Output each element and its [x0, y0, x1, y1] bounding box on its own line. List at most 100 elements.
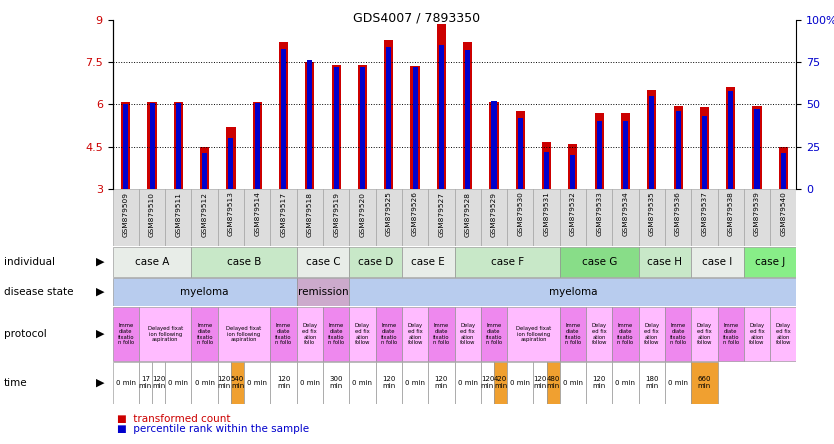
- Bar: [402, 189, 428, 246]
- Bar: [334, 67, 339, 189]
- Bar: [544, 151, 549, 189]
- Bar: [534, 189, 560, 246]
- Text: 180
min: 180 min: [645, 377, 659, 389]
- Text: case A: case A: [135, 257, 169, 267]
- Bar: [560, 307, 586, 361]
- Text: 0 min: 0 min: [247, 380, 267, 386]
- Text: 120
min: 120 min: [592, 377, 605, 389]
- Bar: [428, 189, 455, 246]
- Bar: [113, 278, 297, 306]
- Bar: [149, 103, 154, 189]
- Bar: [349, 307, 375, 361]
- Bar: [218, 189, 244, 246]
- Text: protocol: protocol: [4, 329, 47, 339]
- Text: GSM879512: GSM879512: [202, 192, 208, 237]
- Bar: [623, 121, 628, 189]
- Bar: [570, 155, 575, 189]
- Bar: [639, 362, 665, 404]
- Bar: [439, 45, 444, 189]
- Bar: [560, 362, 586, 404]
- Bar: [639, 307, 665, 361]
- Bar: [297, 307, 323, 361]
- Bar: [244, 362, 270, 404]
- Bar: [507, 362, 534, 404]
- Text: 420
min: 420 min: [494, 377, 507, 389]
- Bar: [568, 144, 577, 189]
- Bar: [349, 278, 796, 306]
- Bar: [323, 189, 349, 246]
- Text: 300
min: 300 min: [329, 377, 343, 389]
- Text: GSM879533: GSM879533: [596, 192, 602, 236]
- Text: 120
min: 120 min: [152, 377, 165, 389]
- Bar: [595, 113, 604, 189]
- Bar: [612, 189, 639, 246]
- Text: 120
min: 120 min: [435, 377, 448, 389]
- Bar: [455, 362, 481, 404]
- Text: GSM879528: GSM879528: [465, 192, 470, 237]
- Bar: [297, 189, 323, 246]
- Text: 480
min: 480 min: [546, 377, 560, 389]
- Bar: [165, 189, 192, 246]
- Text: Imme
diate
fixatio
n follo: Imme diate fixatio n follo: [118, 323, 134, 345]
- Bar: [770, 189, 796, 246]
- Bar: [455, 247, 560, 277]
- Bar: [218, 362, 231, 404]
- Bar: [308, 60, 313, 189]
- Text: GSM879511: GSM879511: [175, 192, 181, 237]
- Text: Delay
ed fix
ation
follow: Delay ed fix ation follow: [407, 323, 423, 345]
- Text: disease state: disease state: [4, 287, 73, 297]
- Text: Imme
diate
fixatio
n follo: Imme diate fixatio n follo: [565, 323, 581, 345]
- Bar: [518, 118, 523, 189]
- Text: case F: case F: [490, 257, 524, 267]
- Bar: [202, 153, 207, 189]
- Text: GSM879520: GSM879520: [359, 192, 365, 237]
- Text: 120
min: 120 min: [382, 377, 395, 389]
- Bar: [402, 362, 428, 404]
- Bar: [113, 362, 139, 404]
- Bar: [192, 307, 218, 361]
- Text: GSM879513: GSM879513: [228, 192, 234, 237]
- Bar: [226, 127, 235, 189]
- Bar: [717, 307, 744, 361]
- Text: case J: case J: [755, 257, 786, 267]
- Bar: [297, 278, 349, 306]
- Bar: [612, 362, 639, 404]
- Bar: [455, 307, 481, 361]
- Bar: [726, 87, 736, 189]
- Text: case E: case E: [411, 257, 445, 267]
- Bar: [200, 147, 209, 189]
- Text: GSM879518: GSM879518: [307, 192, 313, 237]
- Text: 120
min: 120 min: [277, 377, 290, 389]
- Text: 540
min: 540 min: [231, 377, 244, 389]
- Bar: [139, 307, 192, 361]
- Text: ■  transformed count: ■ transformed count: [117, 414, 230, 424]
- Bar: [121, 102, 130, 189]
- Bar: [665, 307, 691, 361]
- Text: Delay
ed fix
ation
follow: Delay ed fix ation follow: [749, 323, 765, 345]
- Bar: [428, 362, 455, 404]
- Text: Imme
diate
fixatio
n follo: Imme diate fixatio n follo: [433, 323, 450, 345]
- Bar: [192, 362, 218, 404]
- Text: GSM879534: GSM879534: [622, 192, 629, 236]
- Bar: [542, 142, 551, 189]
- Bar: [665, 189, 691, 246]
- Bar: [148, 102, 157, 189]
- Bar: [674, 106, 683, 189]
- Text: 0 min: 0 min: [300, 380, 320, 386]
- Bar: [650, 96, 655, 189]
- Bar: [386, 47, 391, 189]
- Text: GSM879517: GSM879517: [280, 192, 287, 237]
- Text: Delay
ed fix
ation
follow: Delay ed fix ation follow: [354, 323, 370, 345]
- Text: 0 min: 0 min: [458, 380, 478, 386]
- Text: GSM879509: GSM879509: [123, 192, 128, 237]
- Text: Delay
ed fix
ation
follo: Delay ed fix ation follo: [302, 323, 318, 345]
- Bar: [515, 111, 525, 189]
- Bar: [152, 362, 165, 404]
- Bar: [691, 189, 717, 246]
- Bar: [744, 307, 770, 361]
- Bar: [691, 247, 744, 277]
- Bar: [779, 147, 788, 189]
- Bar: [744, 247, 796, 277]
- Bar: [596, 121, 601, 189]
- Text: 0 min: 0 min: [353, 380, 373, 386]
